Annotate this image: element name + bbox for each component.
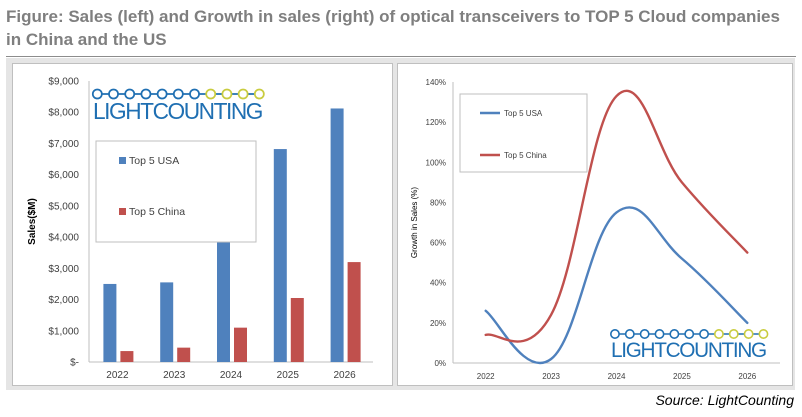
y-tick-label: 40%	[430, 279, 446, 288]
y-tick-label: 20%	[430, 319, 446, 328]
x-tick-label: 2026	[333, 370, 356, 381]
y-tick-label: 80%	[430, 198, 446, 207]
bar-top5-usa	[273, 149, 287, 362]
x-tick-label: 2023	[542, 372, 560, 381]
y-tick-label: 140%	[426, 78, 446, 87]
right-logo-text: LIGHTCOUNTING	[611, 339, 767, 362]
sales-chart-panel: $- $1,000 $2,000 $3,000 $4,000 $5,000 $6,000 $7…	[12, 63, 393, 386]
left-logo-dot	[205, 88, 217, 100]
left-logo-dot	[108, 88, 119, 100]
right-logo-dot	[743, 329, 754, 339]
y-tick-label: $9,000	[48, 77, 79, 88]
legend-swatch-china	[119, 208, 126, 215]
x-tick-label: 2025	[673, 372, 691, 381]
y-tick-label: 100%	[426, 158, 446, 167]
legend-swatch-usa	[119, 157, 126, 164]
right-logo-dot	[669, 329, 680, 339]
line-top5-usa	[484, 206, 749, 364]
right-logo-dot	[699, 329, 710, 339]
legend-box	[459, 93, 588, 173]
x-tick-label: 2024	[220, 370, 243, 381]
y-tick-label: $7,000	[48, 139, 79, 150]
y-tick-label: $-	[70, 358, 79, 369]
left-logo-dot	[221, 88, 233, 100]
left-logo-dot	[253, 88, 265, 100]
source-caption: Source: LightCounting	[655, 392, 794, 408]
left-logo-dot	[124, 88, 136, 100]
y-tick-label: 60%	[430, 239, 446, 248]
title-divider	[6, 56, 796, 57]
left-logo-dot	[172, 88, 184, 100]
left-logo-dot	[237, 88, 249, 100]
right-logo-dot	[610, 329, 620, 339]
left-logo-text: LIGHTCOUNTING	[93, 98, 264, 124]
bar-top5-usa	[330, 108, 344, 362]
figure-title: Figure: Sales (left) and Growth in sales…	[6, 7, 780, 49]
y-tick-label: $1,000	[48, 326, 79, 337]
right-logo-dot	[728, 329, 739, 339]
left-logo-dot	[140, 88, 152, 100]
x-tick-label: 2026	[738, 372, 756, 381]
x-tick-label: 2022	[106, 370, 129, 381]
line-top5-china	[484, 89, 749, 343]
sales-bar-chart: $- $1,000 $2,000 $3,000 $4,000 $5,000 $6,000 $7…	[27, 77, 373, 381]
bar-top5-china	[120, 351, 134, 362]
bar-top5-china	[347, 262, 361, 362]
x-tick-label: 2024	[608, 372, 626, 381]
right-logo-dot	[758, 329, 769, 339]
left-logo-dot	[189, 88, 200, 100]
bar-top5-china	[234, 327, 247, 362]
bar-top5-china	[177, 347, 191, 362]
bar-top5-usa	[217, 225, 230, 362]
right-logo: LIGHTCOUNTING	[610, 329, 769, 362]
right-logo-dot	[624, 329, 635, 339]
x-tick-label: 2022	[477, 372, 495, 381]
y-tick-label: $8,000	[48, 108, 79, 119]
right-logo-dot	[654, 329, 665, 339]
bar-top5-usa	[103, 283, 117, 362]
legend-label-china: Top 5 China	[129, 206, 185, 218]
x-tick-label: 2025	[277, 370, 300, 381]
legend-label-china: Top 5 China	[504, 151, 547, 160]
growth-line-chart: 0% 20% 40% 60% 80% 100% 120% 140% 2022 2023 2024 20…	[410, 78, 780, 381]
right-logo-dot	[713, 329, 724, 339]
y-axis-title: Sales($M)	[27, 198, 38, 245]
y-tick-label: 120%	[426, 118, 446, 127]
left-logo-dot	[91, 88, 103, 100]
right-logo-dot	[684, 329, 695, 339]
x-tick-label: 2023	[163, 370, 186, 381]
y-axis-title: Growth in Sales (%)	[410, 187, 419, 258]
left-logo: LIGHTCOUNTING	[91, 88, 265, 124]
bar-top5-usa	[160, 282, 174, 362]
left-logo-dot	[156, 88, 168, 100]
bar-top5-china	[290, 297, 304, 362]
legend-label-usa: Top 5 USA	[504, 109, 543, 118]
legend-label-usa: Top 5 USA	[129, 155, 179, 167]
y-tick-label: $2,000	[48, 295, 79, 306]
y-tick-label: $3,000	[48, 264, 79, 275]
y-tick-label: $4,000	[48, 233, 79, 244]
y-tick-label: $6,000	[48, 170, 79, 181]
y-tick-label: $5,000	[48, 201, 79, 212]
right-logo-dot	[639, 329, 650, 339]
growth-chart-panel: 0% 20% 40% 60% 80% 100% 120% 140% 2022 2023 2024 20…	[397, 63, 793, 386]
y-tick-label: 0%	[434, 359, 446, 368]
